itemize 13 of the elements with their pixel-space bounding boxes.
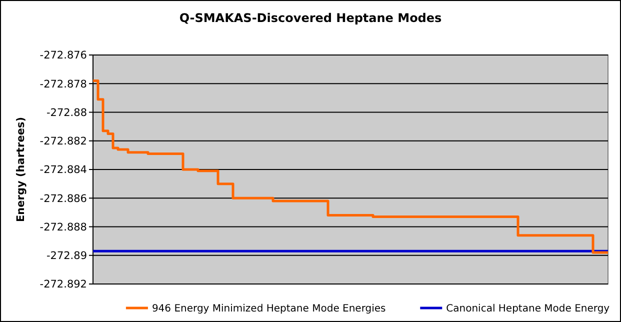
chart-title: Q-SMAKAS-Discovered Heptane Modes xyxy=(179,11,442,25)
legend-label: 946 Energy Minimized Heptane Mode Energies xyxy=(152,304,386,314)
y-tick-label: -272.878 xyxy=(40,78,87,90)
y-tick-label: -272.892 xyxy=(40,278,87,291)
y-axis-title: Energy (hartrees) xyxy=(15,117,27,222)
legend-label: Canonical Heptane Mode Energy xyxy=(446,304,610,314)
y-tick-label: -272.882 xyxy=(40,136,87,148)
y-tick-label: -272.876 xyxy=(40,50,88,62)
y-tick-label: -272.884 xyxy=(40,164,88,176)
y-tick-label: -272.89 xyxy=(46,250,87,262)
y-tick-label: -272.888 xyxy=(40,221,87,234)
y-tick-label: -272.88 xyxy=(46,106,87,119)
y-tick-label: -272.886 xyxy=(40,192,88,205)
